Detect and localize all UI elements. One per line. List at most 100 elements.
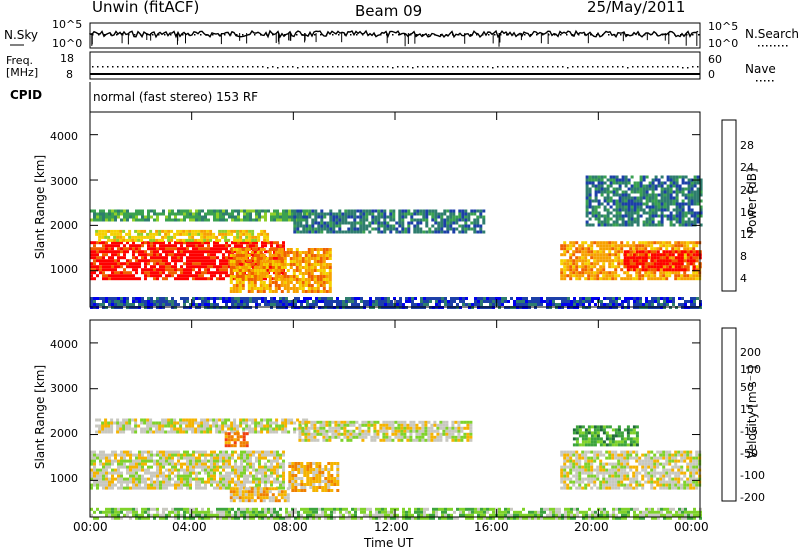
scatter-cell bbox=[437, 215, 441, 219]
scatter-cell bbox=[572, 265, 576, 269]
scatter-cell bbox=[132, 303, 135, 306]
scatter-cell bbox=[123, 271, 126, 275]
scatter-cell bbox=[639, 214, 643, 218]
scatter-cell bbox=[206, 418, 210, 422]
scatter-cell bbox=[654, 223, 658, 227]
scatter-cell bbox=[614, 250, 618, 254]
scatter-cell bbox=[690, 199, 694, 203]
scatter-cell bbox=[179, 232, 183, 236]
scatter-cell bbox=[185, 424, 189, 428]
scatter-cell bbox=[602, 274, 606, 278]
scatter-cell bbox=[693, 181, 697, 185]
scatter-cell bbox=[660, 202, 664, 206]
scatter-cell bbox=[292, 272, 296, 275]
scatter-cell bbox=[452, 209, 456, 213]
scatter-cell bbox=[235, 275, 239, 278]
scatter-cell bbox=[283, 272, 287, 275]
scatter-cell bbox=[156, 303, 159, 306]
scatter-cell bbox=[93, 456, 96, 460]
scatter-cell bbox=[209, 427, 213, 431]
scatter-cell bbox=[626, 244, 630, 248]
scatter-cell bbox=[253, 272, 257, 275]
scatter-cell bbox=[138, 450, 141, 454]
scatter-cell bbox=[243, 212, 246, 216]
scatter-cell bbox=[656, 250, 660, 254]
scatter-cell bbox=[117, 253, 120, 257]
scatter-cell bbox=[201, 250, 204, 254]
scatter-cell bbox=[117, 212, 120, 216]
scatter-cell bbox=[563, 247, 567, 251]
scatter-cell bbox=[273, 468, 276, 472]
scatter-cell bbox=[504, 300, 507, 303]
scatter-cell bbox=[351, 297, 354, 300]
scatter-cell bbox=[668, 250, 672, 254]
scatter-cell bbox=[241, 281, 245, 284]
scatter-cell bbox=[262, 290, 266, 293]
scatter-cell bbox=[384, 300, 387, 303]
scatter-cell bbox=[258, 465, 261, 469]
scatter-cell bbox=[434, 230, 438, 234]
scatter-cell bbox=[183, 471, 186, 475]
scatter-cell bbox=[303, 218, 306, 222]
scatter-cell bbox=[259, 266, 263, 269]
scatter-cell bbox=[614, 268, 618, 272]
scatter-cell bbox=[138, 218, 141, 222]
scatter-cell bbox=[325, 272, 329, 275]
scatter-cell bbox=[93, 250, 96, 254]
nsearch-dot bbox=[410, 34, 412, 36]
scatter-cell bbox=[638, 253, 642, 257]
scatter-cell bbox=[249, 450, 252, 454]
scatter-cell bbox=[299, 221, 303, 225]
scatter-cell bbox=[219, 277, 222, 281]
scatter-cell bbox=[135, 271, 138, 275]
scatter-cell bbox=[322, 248, 326, 251]
scatter-cell bbox=[587, 274, 591, 278]
scatter-cell bbox=[194, 418, 198, 422]
scatter-cell bbox=[90, 247, 93, 251]
scatter-cell bbox=[615, 190, 619, 194]
scatter-cell bbox=[201, 297, 204, 300]
scatter-cell bbox=[576, 303, 579, 306]
nave-dot bbox=[437, 66, 439, 68]
scatter-cell bbox=[677, 268, 681, 272]
scatter-cell bbox=[686, 259, 690, 263]
station-title: Unwin (fitACF) bbox=[92, 0, 200, 16]
scatter-cell bbox=[186, 274, 189, 278]
scatter-cell bbox=[669, 196, 673, 200]
scatter-cell bbox=[120, 480, 123, 484]
scatter-cell bbox=[173, 232, 177, 236]
scatter-cell bbox=[171, 218, 174, 222]
scatter-cell bbox=[584, 253, 588, 257]
scatter-cell bbox=[632, 250, 636, 254]
scatter-cell bbox=[246, 453, 249, 457]
scatter-cell bbox=[104, 418, 108, 422]
scatter-cell bbox=[575, 265, 579, 269]
scatter-cell bbox=[262, 257, 266, 260]
scatter-cell bbox=[588, 300, 591, 303]
scatter-cell bbox=[606, 202, 610, 206]
scatter-cell bbox=[186, 297, 189, 300]
scatter-cell bbox=[603, 217, 607, 221]
scatter-cell bbox=[173, 427, 177, 431]
scatter-cell bbox=[117, 471, 120, 475]
scatter-cell bbox=[95, 424, 99, 428]
scatter-cell bbox=[147, 297, 150, 300]
scatter-cell bbox=[492, 303, 495, 306]
scatter-cell bbox=[319, 290, 323, 293]
scatter-cell bbox=[338, 227, 342, 231]
scatter-cell bbox=[144, 300, 147, 303]
scatter-cell bbox=[174, 486, 177, 490]
scatter-cell bbox=[207, 212, 210, 216]
scatter-cell bbox=[204, 459, 207, 463]
scatter-cell bbox=[659, 262, 663, 266]
scatter-cell bbox=[147, 244, 150, 248]
scatter-cell bbox=[156, 268, 159, 272]
scatter-cell bbox=[684, 214, 688, 218]
scatter-cell bbox=[261, 215, 264, 219]
scatter-cell bbox=[225, 250, 228, 254]
scatter-cell bbox=[113, 232, 117, 236]
scatter-cell bbox=[680, 256, 684, 260]
velocity-cbar-tick: 200 bbox=[740, 346, 761, 359]
scatter-cell bbox=[177, 483, 180, 487]
scatter-cell bbox=[93, 253, 96, 257]
